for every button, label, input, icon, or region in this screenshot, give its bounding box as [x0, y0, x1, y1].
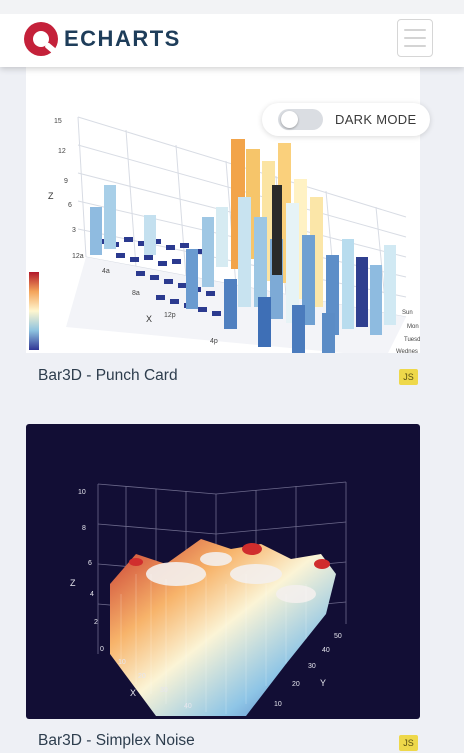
- dark-mode-switch[interactable]: [278, 109, 323, 130]
- status-strip: [0, 0, 464, 14]
- svg-text:15: 15: [54, 118, 62, 125]
- switch-knob: [281, 111, 298, 128]
- echarts-logo-icon: [24, 22, 58, 56]
- echarts-logo[interactable]: ECHARTS: [24, 21, 181, 57]
- svg-text:10: 10: [78, 489, 86, 496]
- card-title-simplex-noise[interactable]: Bar3D - Simplex Noise: [38, 732, 195, 749]
- surface-ridges: [120, 574, 307, 714]
- logo-text: ECHARTS: [64, 26, 181, 51]
- z-tick-labels: 15 12 9 6 3 12a: [54, 118, 84, 260]
- y-tick-labels: Sun Mon Tuesd Wednes: [396, 310, 420, 353]
- y-tick-labels: 10 20 30 40 50: [274, 633, 342, 708]
- x-tick-labels: 4a 8a 12p 4p: [102, 268, 218, 345]
- menu-toggle-button[interactable]: [397, 19, 433, 57]
- svg-text:8: 8: [82, 525, 86, 532]
- svg-text:6: 6: [68, 202, 72, 209]
- svg-text:10: 10: [118, 659, 126, 666]
- dark-mode-toggle[interactable]: DARK MODE: [262, 103, 430, 136]
- svg-text:50: 50: [334, 633, 342, 640]
- svg-text:20: 20: [138, 673, 146, 680]
- svg-text:12a: 12a: [72, 253, 84, 260]
- top-navbar: ECHARTS: [0, 0, 464, 67]
- svg-text:30: 30: [308, 663, 316, 670]
- z-tick-labels: 10 8 6 4 2 0: [78, 489, 104, 653]
- svg-text:Tuesd: Tuesd: [404, 337, 420, 343]
- svg-text:9: 9: [64, 178, 68, 185]
- svg-text:20: 20: [292, 681, 300, 688]
- dark-mode-label: DARK MODE: [335, 112, 417, 127]
- js-badge: JS: [399, 735, 418, 751]
- svg-text:0: 0: [100, 646, 104, 653]
- js-badge: JS: [399, 369, 418, 385]
- noise-surface: [110, 539, 336, 716]
- x-axis-label: X: [130, 688, 136, 698]
- svg-text:12p: 12p: [164, 312, 176, 319]
- svg-text:Sun: Sun: [402, 310, 413, 316]
- svg-text:Wednes: Wednes: [396, 349, 418, 353]
- svg-text:12: 12: [58, 148, 66, 155]
- simplex-noise-chart: 10 8 6 4 2 0 Z X Y 10 20 30 40 10 20 30 …: [70, 481, 347, 716]
- x-tick-labels: 10 20 30 40: [118, 659, 192, 710]
- y-axis-label: Y: [320, 678, 326, 688]
- hamburger-icon: [404, 29, 426, 31]
- svg-text:Mon: Mon: [407, 324, 419, 330]
- svg-text:40: 40: [322, 647, 330, 654]
- svg-text:6: 6: [88, 560, 92, 567]
- x-axis-label: X: [146, 314, 152, 324]
- svg-text:4a: 4a: [102, 268, 110, 275]
- z-axis-label: Z: [48, 191, 54, 201]
- bar-group: [90, 139, 396, 353]
- z-axis-label: Z: [70, 578, 76, 588]
- surface-peaks: [129, 543, 330, 569]
- surface-highlights: [146, 552, 316, 603]
- svg-text:2: 2: [94, 619, 98, 626]
- example-card-simplex-noise[interactable]: 10 8 6 4 2 0 Z X Y 10 20 30 40 10 20 30 …: [26, 424, 420, 719]
- svg-text:3: 3: [72, 227, 76, 234]
- svg-text:10: 10: [274, 701, 282, 708]
- svg-text:4: 4: [90, 591, 94, 598]
- svg-text:40: 40: [184, 703, 192, 710]
- card-title-punch-card[interactable]: Bar3D - Punch Card: [38, 367, 178, 384]
- svg-text:4p: 4p: [210, 338, 218, 345]
- punch-card-chart: 15 12 9 6 3 12a Z X 4a 8a 12p 4p Sun Mon…: [29, 116, 420, 353]
- color-legend[interactable]: [29, 272, 39, 350]
- svg-text:30: 30: [160, 687, 168, 694]
- svg-text:8a: 8a: [132, 290, 140, 297]
